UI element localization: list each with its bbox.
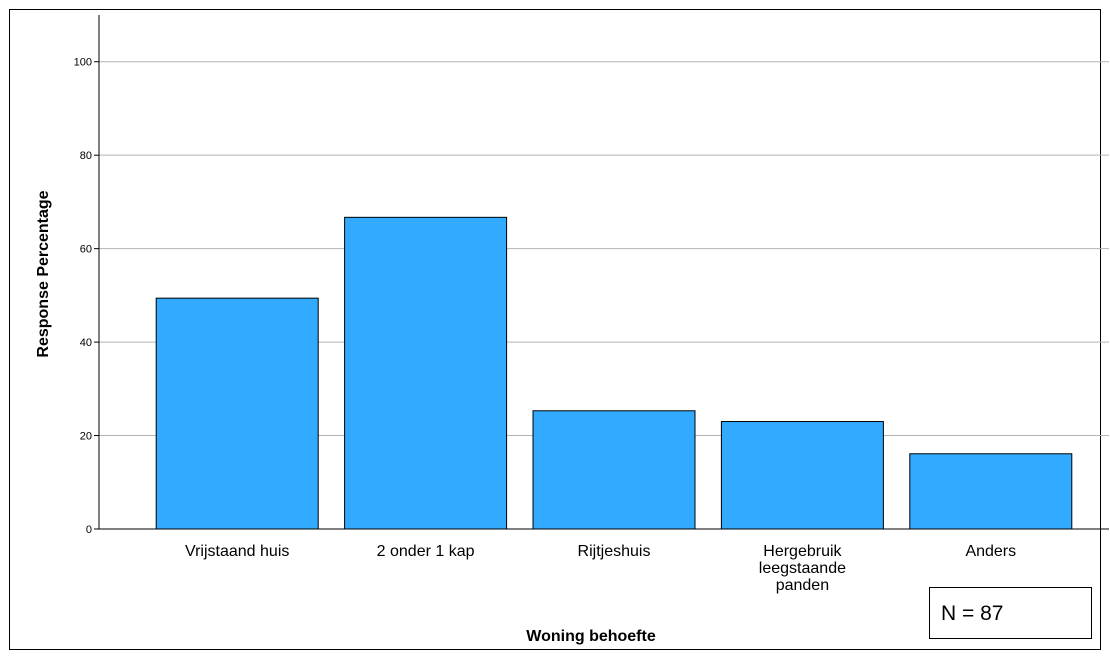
- x-tick-label: Rijtjeshuis: [578, 543, 651, 560]
- bar: [155, 297, 319, 530]
- axes: [98, 15, 1109, 530]
- x-axis-title: Woning behoefte: [526, 628, 656, 645]
- x-tick-label: Vrijstaand huis: [185, 543, 289, 560]
- bar: [344, 216, 508, 530]
- x-tick-label: 2 onder 1 kap: [377, 543, 475, 560]
- y-tick-label: 20: [80, 431, 92, 443]
- bars: [155, 216, 1073, 530]
- y-axis-title: Response Percentage: [35, 190, 52, 357]
- bar: [532, 410, 696, 530]
- x-tick-label: Hergebruik leegstaande panden: [759, 543, 846, 594]
- y-tick-label: 0: [86, 524, 92, 536]
- bar: [909, 453, 1073, 530]
- x-tick-labels: Vrijstaand huis 2 onder 1 kap Rijtjeshuis H…: [185, 543, 1016, 594]
- x-tick-label: Anders: [965, 543, 1016, 560]
- y-tick-labels: 0 20 40 60 80 100: [74, 57, 99, 536]
- bar: [720, 421, 884, 530]
- y-tick-label: 80: [80, 150, 92, 162]
- y-tick-label: 60: [80, 244, 92, 256]
- chart-frame: [9, 9, 1101, 650]
- y-tick-label: 100: [74, 57, 92, 69]
- y-tick-label: 40: [80, 337, 92, 349]
- sample-size-annotation: N = 87: [929, 587, 1092, 639]
